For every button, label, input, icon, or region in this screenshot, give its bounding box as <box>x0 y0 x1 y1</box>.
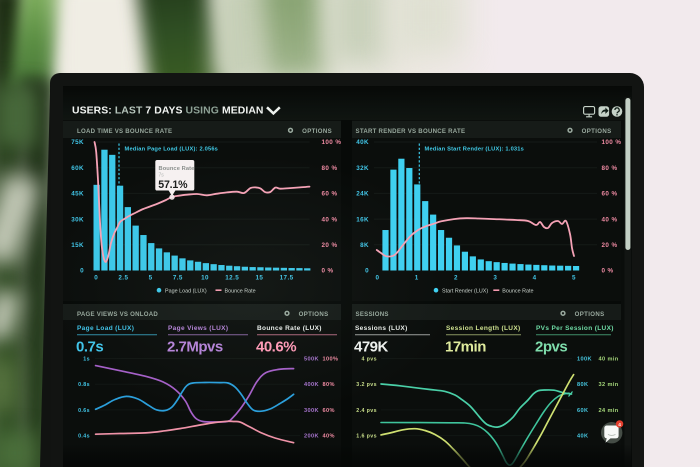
svg-text:0 %: 0 % <box>322 268 334 275</box>
svg-text:60 %: 60 % <box>602 191 618 198</box>
svg-text:5: 5 <box>572 275 576 282</box>
svg-text:LOAD TIME VS BOUNCE RATE: LOAD TIME VS BOUNCE RATE <box>77 128 172 135</box>
svg-text:40K: 40K <box>577 434 588 440</box>
svg-text:40 %: 40 % <box>602 216 618 223</box>
svg-text:24K: 24K <box>356 191 369 198</box>
svg-text:100%: 100% <box>323 357 339 363</box>
svg-text:0.7s: 0.7s <box>76 339 103 356</box>
svg-text:OPTIONS: OPTIONS <box>582 128 612 135</box>
svg-text:Page Views (LUX): Page Views (LUX) <box>168 325 228 332</box>
svg-text:2.4 pvs: 2.4 pvs <box>356 408 377 414</box>
svg-text:2.7Mpvs: 2.7Mpvs <box>167 339 223 356</box>
svg-text:60K: 60K <box>71 165 84 172</box>
svg-text:20 %: 20 % <box>322 242 338 249</box>
svg-text:0: 0 <box>375 275 379 282</box>
svg-text:100 %: 100 % <box>322 139 342 146</box>
svg-text:Bounce Rate: Bounce Rate <box>225 288 256 294</box>
svg-text:PAGE VIEWS VS ONLOAD: PAGE VIEWS VS ONLOAD <box>77 311 158 318</box>
svg-text:2: 2 <box>454 275 458 282</box>
svg-text:15K: 15K <box>71 242 84 249</box>
svg-text:300K: 300K <box>304 408 319 414</box>
svg-text:SESSIONS: SESSIONS <box>356 311 389 318</box>
svg-text:40 %: 40 % <box>322 216 338 223</box>
svg-text:Start Render (LUX): Start Render (LUX) <box>442 288 488 294</box>
svg-text:80 %: 80 % <box>322 165 338 172</box>
svg-text:USERS: LAST 7 DAYS USING MEDIA: USERS: LAST 7 DAYS USING MEDIAN <box>72 106 264 117</box>
svg-text:30K: 30K <box>71 216 84 223</box>
svg-text:Page Load (LUX): Page Load (LUX) <box>165 288 207 294</box>
svg-text:4: 4 <box>533 275 537 282</box>
svg-text:0 %: 0 % <box>602 268 614 275</box>
svg-text:8K: 8K <box>360 242 369 249</box>
svg-text:17min: 17min <box>445 339 486 356</box>
svg-text:Median Start Render (LUX): 1.0: Median Start Render (LUX): 1.031s <box>425 147 525 153</box>
svg-text:57.1%: 57.1% <box>158 179 188 191</box>
svg-text:400K: 400K <box>304 382 319 388</box>
svg-text:45K: 45K <box>71 191 84 198</box>
svg-text:Session Length (LUX): Session Length (LUX) <box>446 325 521 332</box>
svg-text:10: 10 <box>201 275 209 282</box>
svg-text:479K: 479K <box>354 339 389 356</box>
svg-text:15: 15 <box>255 275 263 282</box>
svg-text:100 %: 100 % <box>602 139 622 146</box>
svg-text:OPTIONS: OPTIONS <box>302 128 332 135</box>
svg-text:1.6 pvs: 1.6 pvs <box>356 434 377 440</box>
svg-text:2pvs: 2pvs <box>535 339 567 356</box>
svg-text:0.6s: 0.6s <box>78 408 90 414</box>
svg-text:0: 0 <box>94 275 98 282</box>
svg-text:5: 5 <box>149 275 153 282</box>
svg-text:Page Load (LUX): Page Load (LUX) <box>77 325 134 332</box>
svg-text:1: 1 <box>415 275 419 282</box>
svg-text:7s: 7s <box>159 173 165 179</box>
svg-text:60 %: 60 % <box>322 191 338 198</box>
svg-text:0: 0 <box>365 268 369 275</box>
svg-text:100K: 100K <box>577 357 592 363</box>
svg-text:80K: 80K <box>577 382 588 388</box>
svg-text:2.5: 2.5 <box>118 275 128 282</box>
svg-text:0.4s: 0.4s <box>78 434 90 440</box>
svg-text:60%: 60% <box>323 408 335 414</box>
svg-text:40K: 40K <box>356 139 369 146</box>
svg-text:1s: 1s <box>83 357 90 363</box>
svg-text:40%: 40% <box>323 434 335 440</box>
svg-text:Bounce Rate: Bounce Rate <box>159 166 195 172</box>
svg-text:PVs Per Session (LUX): PVs Per Session (LUX) <box>536 325 614 332</box>
svg-text:32K: 32K <box>356 165 369 172</box>
svg-text:17.5: 17.5 <box>280 275 294 282</box>
svg-text:7.5: 7.5 <box>173 275 183 282</box>
svg-text:4: 4 <box>618 422 621 428</box>
svg-text:200K: 200K <box>304 434 319 440</box>
svg-text:80%: 80% <box>323 382 335 388</box>
svg-text:OPTIONS: OPTIONS <box>575 311 605 318</box>
svg-text:75K: 75K <box>71 139 84 146</box>
svg-text:12.5: 12.5 <box>225 275 239 282</box>
svg-text:40.6%: 40.6% <box>256 339 296 356</box>
svg-text:Median Page Load (LUX): 2.056s: Median Page Load (LUX): 2.056s <box>125 147 219 153</box>
svg-text:16K: 16K <box>356 216 369 223</box>
svg-text:3.2 pvs: 3.2 pvs <box>356 382 377 388</box>
svg-text:Bounce Rate (LUX): Bounce Rate (LUX) <box>257 325 322 332</box>
svg-text:20 %: 20 % <box>602 242 618 249</box>
svg-text:0: 0 <box>80 268 84 275</box>
svg-text:4 pvs: 4 pvs <box>361 357 377 363</box>
svg-text:500K: 500K <box>304 357 319 363</box>
svg-text:START RENDER VS BOUNCE RATE: START RENDER VS BOUNCE RATE <box>356 128 466 135</box>
svg-text:60K: 60K <box>577 408 588 414</box>
svg-text:80 %: 80 % <box>602 165 618 172</box>
svg-text:Bounce Rate: Bounce Rate <box>502 288 533 294</box>
svg-text:3: 3 <box>493 275 497 282</box>
svg-text:Sessions (LUX): Sessions (LUX) <box>355 325 408 332</box>
svg-text:32 min: 32 min <box>599 382 619 388</box>
svg-text:0.8s: 0.8s <box>78 382 90 388</box>
svg-text:24 min: 24 min <box>599 408 619 414</box>
svg-text:OPTIONS: OPTIONS <box>299 311 329 318</box>
svg-text:40 min: 40 min <box>599 357 619 363</box>
